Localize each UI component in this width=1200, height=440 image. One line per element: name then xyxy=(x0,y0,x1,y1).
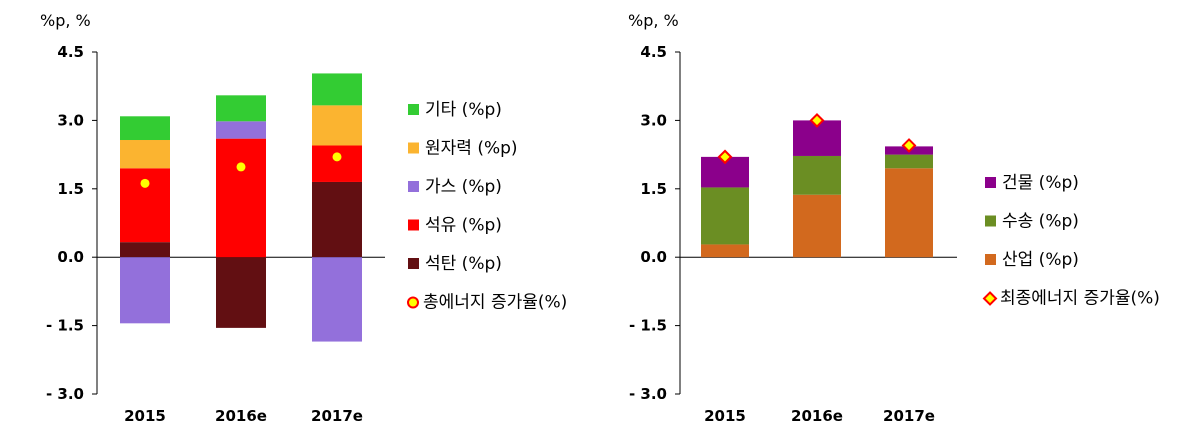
legend-swatch xyxy=(985,254,996,265)
legend-label: 최종에너지 증가율(%) xyxy=(1000,289,1160,309)
legend-label: 수송 (%p) xyxy=(1002,212,1079,232)
total-marker xyxy=(809,112,825,128)
legend-marker xyxy=(982,291,998,306)
total-marker xyxy=(717,149,733,165)
total-marker xyxy=(140,178,150,188)
legend-label: 가스 (%p) xyxy=(425,177,502,197)
bar-segment xyxy=(216,257,266,328)
chart-energy-by-sector: %p, % 4.5 3.0 1.5 0.0 - 1.5 - 3.0 2015 2016e 2017… xyxy=(628,11,1160,425)
legend-marker xyxy=(407,296,419,309)
bar-segment xyxy=(312,257,362,342)
y-tick-label: 4.5 xyxy=(57,43,84,61)
bar-segment xyxy=(793,194,841,258)
y-tick-label: 3.0 xyxy=(640,111,667,129)
bar-segment xyxy=(885,154,933,169)
legend-swatch xyxy=(408,104,419,115)
legend-swatch xyxy=(408,258,419,269)
total-marker xyxy=(332,152,342,162)
legend-swatch xyxy=(408,219,419,231)
legend-label: 건물 (%p) xyxy=(1002,173,1079,193)
x-tick-label: 2015 xyxy=(124,407,166,425)
bar-segment xyxy=(120,242,170,258)
bar-segment xyxy=(701,187,749,245)
bar-segment xyxy=(216,121,266,139)
total-marker xyxy=(236,162,246,172)
legend-swatch xyxy=(985,215,996,227)
y-tick-label: 1.5 xyxy=(57,180,84,198)
legend-label: 석탄 (%p) xyxy=(425,254,502,274)
bar-segment xyxy=(793,155,841,195)
legend-swatch xyxy=(985,177,996,188)
y-tick-label: - 1.5 xyxy=(46,317,84,335)
bar-segment xyxy=(120,116,170,141)
x-tick-label: 2017e xyxy=(883,407,935,425)
total-marker xyxy=(901,138,917,153)
y-tick-label: 0.0 xyxy=(57,248,84,266)
y-tick-label: 4.5 xyxy=(640,43,667,61)
bar-segment xyxy=(216,138,266,258)
y-tick-label: - 1.5 xyxy=(629,317,667,335)
legend-label: 원자력 (%p) xyxy=(425,139,518,159)
bar-segment xyxy=(312,73,362,106)
legend-label: 석유 (%p) xyxy=(425,216,502,236)
y-tick-label: - 3.0 xyxy=(629,385,667,403)
bar-segment xyxy=(216,95,266,122)
bar-segment xyxy=(312,145,362,182)
unit-label: %p, % xyxy=(40,11,91,30)
legend-label: 총에너지 증가율(%) xyxy=(423,293,567,313)
legend-swatch xyxy=(408,142,419,154)
bar-segment xyxy=(312,105,362,146)
bar-segment xyxy=(885,168,933,258)
legend-label: 기타 (%p) xyxy=(425,100,502,120)
bar-segment xyxy=(312,181,362,258)
bar-segment xyxy=(120,257,170,324)
bar-segment xyxy=(701,244,749,258)
x-tick-label: 2016e xyxy=(791,407,843,425)
bar-segment xyxy=(120,140,170,169)
legend-label: 산업 (%p) xyxy=(1002,250,1079,270)
x-tick-label: 2017e xyxy=(311,407,363,425)
legend-swatch xyxy=(408,181,419,192)
y-tick-label: - 3.0 xyxy=(46,385,84,403)
y-tick-label: 1.5 xyxy=(640,180,667,198)
y-tick-label: 3.0 xyxy=(57,111,84,129)
unit-label: %p, % xyxy=(628,11,679,30)
x-tick-label: 2015 xyxy=(704,407,746,425)
chart-energy-by-source: %p, % 4.5 3.0 1.5 0.0 - 1.5 - 3.0 2015 2016e 2017… xyxy=(40,11,567,425)
y-tick-label: 0.0 xyxy=(640,248,667,266)
x-tick-label: 2016e xyxy=(215,407,267,425)
